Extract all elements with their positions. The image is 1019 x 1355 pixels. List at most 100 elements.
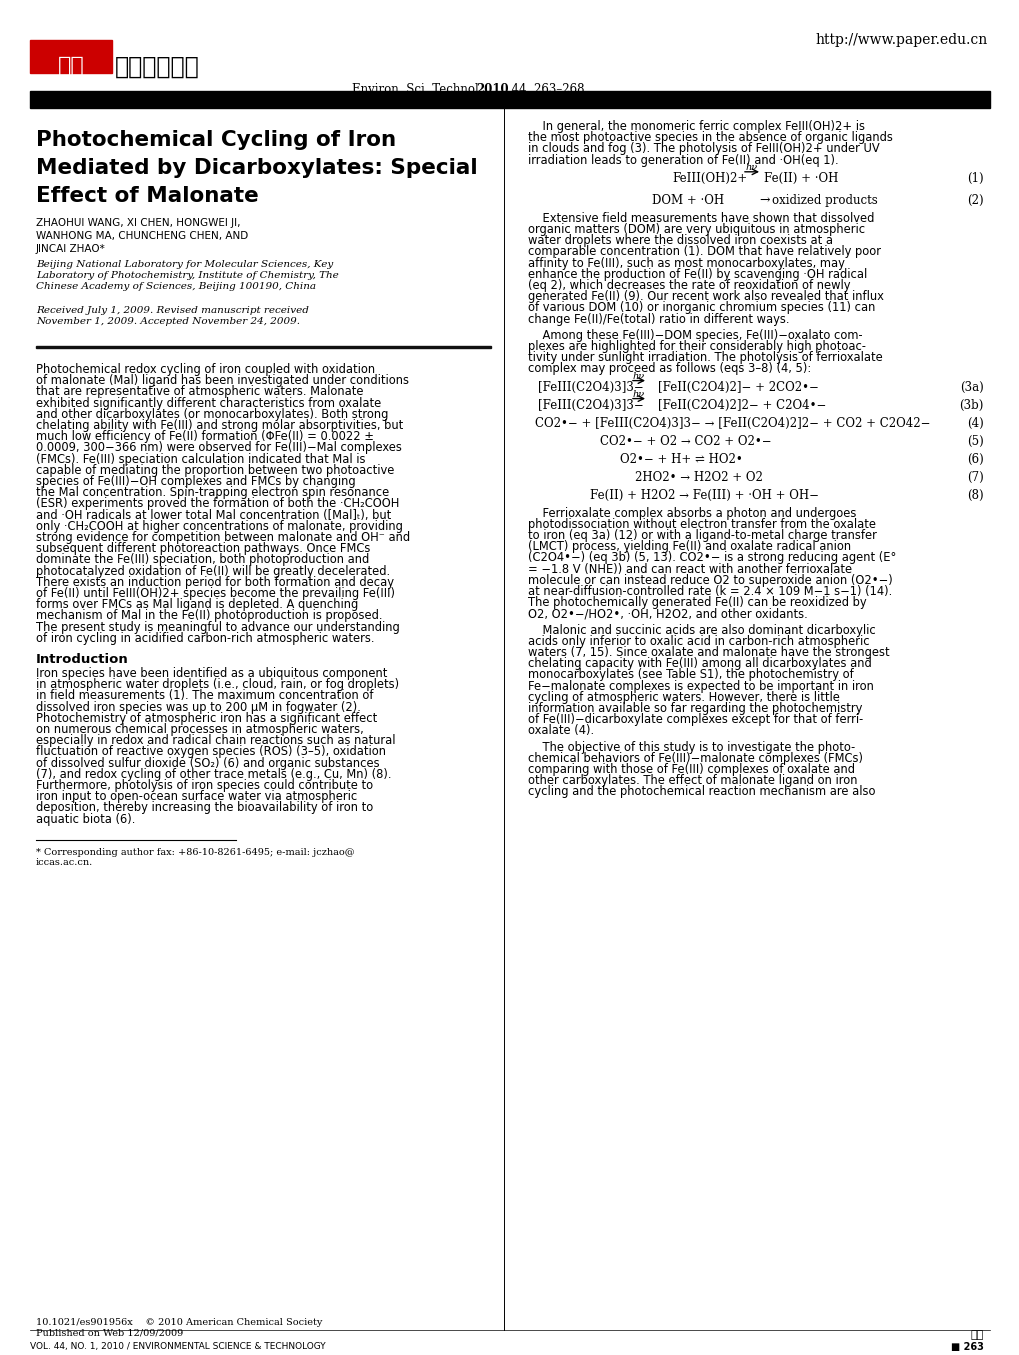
Text: Fe−malonate complexes is expected to be important in iron: Fe−malonate complexes is expected to be … xyxy=(528,680,873,692)
Text: (3a): (3a) xyxy=(959,381,983,393)
Text: of iron cycling in acidified carbon-rich atmospheric waters.: of iron cycling in acidified carbon-rich… xyxy=(36,631,374,645)
Text: subsequent different photoreaction pathways. Once FMCs: subsequent different photoreaction pathw… xyxy=(36,542,370,556)
Text: Among these Fe(III)−DOM species, Fe(III)−oxalato com-: Among these Fe(III)−DOM species, Fe(III)… xyxy=(528,329,862,341)
Text: Introduction: Introduction xyxy=(36,653,128,667)
Text: waters (7, 15). Since oxalate and malonate have the strongest: waters (7, 15). Since oxalate and malona… xyxy=(528,646,889,659)
Text: irradiation leads to generation of Fe(II) and ·OH(eq 1).: irradiation leads to generation of Fe(II… xyxy=(528,153,838,167)
Text: Received July 1, 2009. Revised manuscript received: Received July 1, 2009. Revised manuscrip… xyxy=(36,306,309,314)
Text: the most photoactive species in the absence of organic ligands: the most photoactive species in the abse… xyxy=(528,131,892,144)
Text: Beijing National Laboratory for Molecular Sciences, Key: Beijing National Laboratory for Molecula… xyxy=(36,260,333,270)
Text: water droplets where the dissolved iron coexists at a: water droplets where the dissolved iron … xyxy=(528,234,833,247)
Text: DOM + ·OH: DOM + ·OH xyxy=(651,194,723,207)
Text: Iron species have been identified as a ubiquitous component: Iron species have been identified as a u… xyxy=(36,667,387,680)
Text: tivity under sunlight irradiation. The photolysis of ferrioxalate: tivity under sunlight irradiation. The p… xyxy=(528,351,881,364)
Text: fluctuation of reactive oxygen species (ROS) (3–5), oxidation: fluctuation of reactive oxygen species (… xyxy=(36,745,385,759)
Text: iccas.ac.cn.: iccas.ac.cn. xyxy=(36,858,93,867)
Text: (7), and redox cycling of other trace metals (e.g., Cu, Mn) (8).: (7), and redox cycling of other trace me… xyxy=(36,768,391,780)
Text: photocatalyzed oxidation of Fe(II) will be greatly decelerated.: photocatalyzed oxidation of Fe(II) will … xyxy=(36,565,389,577)
Text: 中国: 中国 xyxy=(57,56,85,76)
Text: organic matters (DOM) are very ubiquitous in atmospheric: organic matters (DOM) are very ubiquitou… xyxy=(528,224,864,236)
Text: in field measurements (1). The maximum concentration of: in field measurements (1). The maximum c… xyxy=(36,690,373,702)
Text: (FMCs). Fe(III) speciation calculation indicated that Mal is: (FMCs). Fe(III) speciation calculation i… xyxy=(36,453,365,466)
Text: There exists an induction period for both formation and decay: There exists an induction period for bot… xyxy=(36,576,393,589)
Text: Laboratory of Photochemistry, Institute of Chemistry, The: Laboratory of Photochemistry, Institute … xyxy=(36,271,338,280)
Text: (eq 2), which decreases the rate of reoxidation of newly: (eq 2), which decreases the rate of reox… xyxy=(528,279,850,291)
Text: JINCAI ZHAO*: JINCAI ZHAO* xyxy=(36,244,106,253)
Text: information available so far regarding the photochemistry: information available so far regarding t… xyxy=(528,702,861,715)
Text: comparable concentration (1). DOM that have relatively poor: comparable concentration (1). DOM that h… xyxy=(528,245,880,259)
Text: of dissolved sulfur dioxide (SO₂) (6) and organic substances: of dissolved sulfur dioxide (SO₂) (6) an… xyxy=(36,756,379,770)
Text: chelating ability with Fe(III) and strong molar absorptivities, but: chelating ability with Fe(III) and stron… xyxy=(36,419,403,432)
Text: exhibited significantly different characteristics from oxalate: exhibited significantly different charac… xyxy=(36,397,381,409)
Text: O2•− + H+ ⇌ HO2•: O2•− + H+ ⇌ HO2• xyxy=(620,453,742,466)
Text: especially in redox and radical chain reactions such as natural: especially in redox and radical chain re… xyxy=(36,734,395,747)
Text: Mediated by Dicarboxylates: Special: Mediated by Dicarboxylates: Special xyxy=(36,159,477,178)
Text: * Corresponding author fax: +86-10-8261-6495; e-mail: jczhao@: * Corresponding author fax: +86-10-8261-… xyxy=(36,848,355,856)
Text: hν: hν xyxy=(745,163,757,172)
Text: in clouds and fog (3). The photolysis of FeIII(OH)2+ under UV: in clouds and fog (3). The photolysis of… xyxy=(528,142,878,156)
Text: (5): (5) xyxy=(966,435,983,447)
Text: [FeII(C2O4)2]2− + C2O4•−: [FeII(C2O4)2]2− + C2O4•− xyxy=(657,398,825,412)
Text: http://www.paper.edu.cn: http://www.paper.edu.cn xyxy=(815,33,987,47)
Text: Environ. Sci. Technol.: Environ. Sci. Technol. xyxy=(352,83,486,96)
Text: Fe(II) + H2O2 → Fe(III) + ·OH + OH−: Fe(II) + H2O2 → Fe(III) + ·OH + OH− xyxy=(589,489,818,501)
Text: to iron (eq 3a) (12) or with a ligand-to-metal charge transfer: to iron (eq 3a) (12) or with a ligand-to… xyxy=(528,528,876,542)
Text: forms over FMCs as Mal ligand is depleted. A quenching: forms over FMCs as Mal ligand is deplete… xyxy=(36,598,358,611)
Text: (4): (4) xyxy=(966,416,983,430)
Text: Chinese Academy of Sciences, Beijing 100190, China: Chinese Academy of Sciences, Beijing 100… xyxy=(36,282,316,291)
Text: Photochemical Cycling of Iron: Photochemical Cycling of Iron xyxy=(36,130,395,150)
Text: much low efficiency of Fe(II) formation (ΦFe(II) = 0.0022 ±: much low efficiency of Fe(II) formation … xyxy=(36,430,374,443)
Text: FeIII(OH)2+: FeIII(OH)2+ xyxy=(672,172,747,184)
Text: CO2•− + [FeIII(C2O4)3]3− → [FeII(C2O4)2]2− + CO2 + C2O42−: CO2•− + [FeIII(C2O4)3]3− → [FeII(C2O4)2]… xyxy=(535,416,929,430)
Text: of malonate (Mal) ligand has been investigated under conditions: of malonate (Mal) ligand has been invest… xyxy=(36,374,409,388)
Text: The objective of this study is to investigate the photo-: The objective of this study is to invest… xyxy=(528,741,854,753)
Text: = −1.8 V (NHE)) and can react with another ferrioxalate: = −1.8 V (NHE)) and can react with anoth… xyxy=(528,562,851,576)
Text: [FeIII(C2O4)3]3−: [FeIII(C2O4)3]3− xyxy=(537,381,643,393)
Text: Effect of Malonate: Effect of Malonate xyxy=(36,186,259,206)
Text: at near-diffusion-controlled rate (k = 2.4 × 109 M−1 s−1) (14).: at near-diffusion-controlled rate (k = 2… xyxy=(528,585,892,598)
Text: CO2•− + O2 → CO2 + O2•−: CO2•− + O2 → CO2 + O2•− xyxy=(599,435,770,447)
Text: (LMCT) process, yielding Fe(II) and oxalate radical anion: (LMCT) process, yielding Fe(II) and oxal… xyxy=(528,541,850,553)
Text: plexes are highlighted for their considerably high photoac-: plexes are highlighted for their conside… xyxy=(528,340,865,354)
Text: November 1, 2009. Accepted November 24, 2009.: November 1, 2009. Accepted November 24, … xyxy=(36,317,300,327)
Text: ZHAOHUI WANG, XI CHEN, HONGWEI JI,: ZHAOHUI WANG, XI CHEN, HONGWEI JI, xyxy=(36,218,240,228)
Text: chemical behaviors of Fe(III)−malonate complexes (FMCs): chemical behaviors of Fe(III)−malonate c… xyxy=(528,752,862,764)
Text: other carboxylates. The effect of malonate ligand on iron: other carboxylates. The effect of malona… xyxy=(528,774,857,787)
Text: Photochemistry of atmospheric iron has a significant effect: Photochemistry of atmospheric iron has a… xyxy=(36,711,377,725)
Text: mechanism of Mal in the Fe(II) photoproduction is proposed.: mechanism of Mal in the Fe(II) photoprod… xyxy=(36,610,382,622)
Text: 2010: 2010 xyxy=(476,83,508,96)
Text: generated Fe(II) (9). Our recent work also revealed that influx: generated Fe(II) (9). Our recent work al… xyxy=(528,290,883,304)
Text: the Mal concentration. Spin-trapping electron spin resonance: the Mal concentration. Spin-trapping ele… xyxy=(36,486,389,499)
Text: Photochemical redox cycling of iron coupled with oxidation: Photochemical redox cycling of iron coup… xyxy=(36,363,375,375)
Bar xyxy=(30,91,989,108)
Text: on numerous chemical processes in atmospheric waters,: on numerous chemical processes in atmosp… xyxy=(36,724,364,736)
Text: [FeIII(C2O4)3]3−: [FeIII(C2O4)3]3− xyxy=(537,398,643,412)
Text: Fe(II) + ·OH: Fe(II) + ·OH xyxy=(763,172,838,184)
Text: (7): (7) xyxy=(966,470,983,484)
Text: The photochemically generated Fe(II) can be reoxidized by: The photochemically generated Fe(II) can… xyxy=(528,596,866,610)
Text: in atmospheric water droplets (i.e., cloud, rain, or fog droplets): in atmospheric water droplets (i.e., clo… xyxy=(36,679,398,691)
Text: and other dicarboxylates (or monocarboxylates). Both strong: and other dicarboxylates (or monocarboxy… xyxy=(36,408,388,421)
Text: and ·OH radicals at lower total Mal concentration ([Mal]ₜ), but: and ·OH radicals at lower total Mal conc… xyxy=(36,508,391,522)
Text: (6): (6) xyxy=(966,453,983,466)
Text: 2HO2• → H2O2 + O2: 2HO2• → H2O2 + O2 xyxy=(635,470,762,484)
Text: strong evidence for competition between malonate and OH⁻ and: strong evidence for competition between … xyxy=(36,531,410,543)
Text: In general, the monomeric ferric complex FeIII(OH)2+ is: In general, the monomeric ferric complex… xyxy=(528,121,864,133)
Text: (8): (8) xyxy=(966,489,983,501)
Text: (1): (1) xyxy=(966,172,983,184)
Text: The present study is meaningful to advance our understanding: The present study is meaningful to advan… xyxy=(36,621,399,634)
Text: cycling of atmospheric waters. However, there is little: cycling of atmospheric waters. However, … xyxy=(528,691,839,703)
Text: Extensive field measurements have shown that dissolved: Extensive field measurements have shown … xyxy=(528,211,873,225)
Text: 10.1021/es901956x    © 2010 American Chemical Society: 10.1021/es901956x © 2010 American Chemic… xyxy=(36,1318,322,1327)
Text: species of Fe(III)−OH complexes and FMCs by changing: species of Fe(III)−OH complexes and FMCs… xyxy=(36,476,356,488)
Text: of Fe(II) until FeIII(OH)2+ species become the prevailing Fe(III): of Fe(II) until FeIII(OH)2+ species beco… xyxy=(36,587,394,600)
Text: aquatic biota (6).: aquatic biota (6). xyxy=(36,813,136,825)
Text: WANHONG MA, CHUNCHENG CHEN, AND: WANHONG MA, CHUNCHENG CHEN, AND xyxy=(36,230,248,241)
Text: of various DOM (10) or inorganic chromium species (11) can: of various DOM (10) or inorganic chromiu… xyxy=(528,301,874,314)
Text: Ferrioxalate complex absorbs a photon and undergoes: Ferrioxalate complex absorbs a photon an… xyxy=(528,507,856,519)
Text: enhance the production of Fe(II) by scavenging ·OH radical: enhance the production of Fe(II) by scav… xyxy=(528,268,866,280)
Text: cycling and the photochemical reaction mechanism are also: cycling and the photochemical reaction m… xyxy=(528,786,874,798)
Text: affinity to Fe(III), such as most monocarboxylates, may: affinity to Fe(III), such as most monoca… xyxy=(528,256,844,270)
Text: oxidized products: oxidized products xyxy=(771,194,877,207)
Text: 科技论文在线: 科技论文在线 xyxy=(115,56,200,79)
